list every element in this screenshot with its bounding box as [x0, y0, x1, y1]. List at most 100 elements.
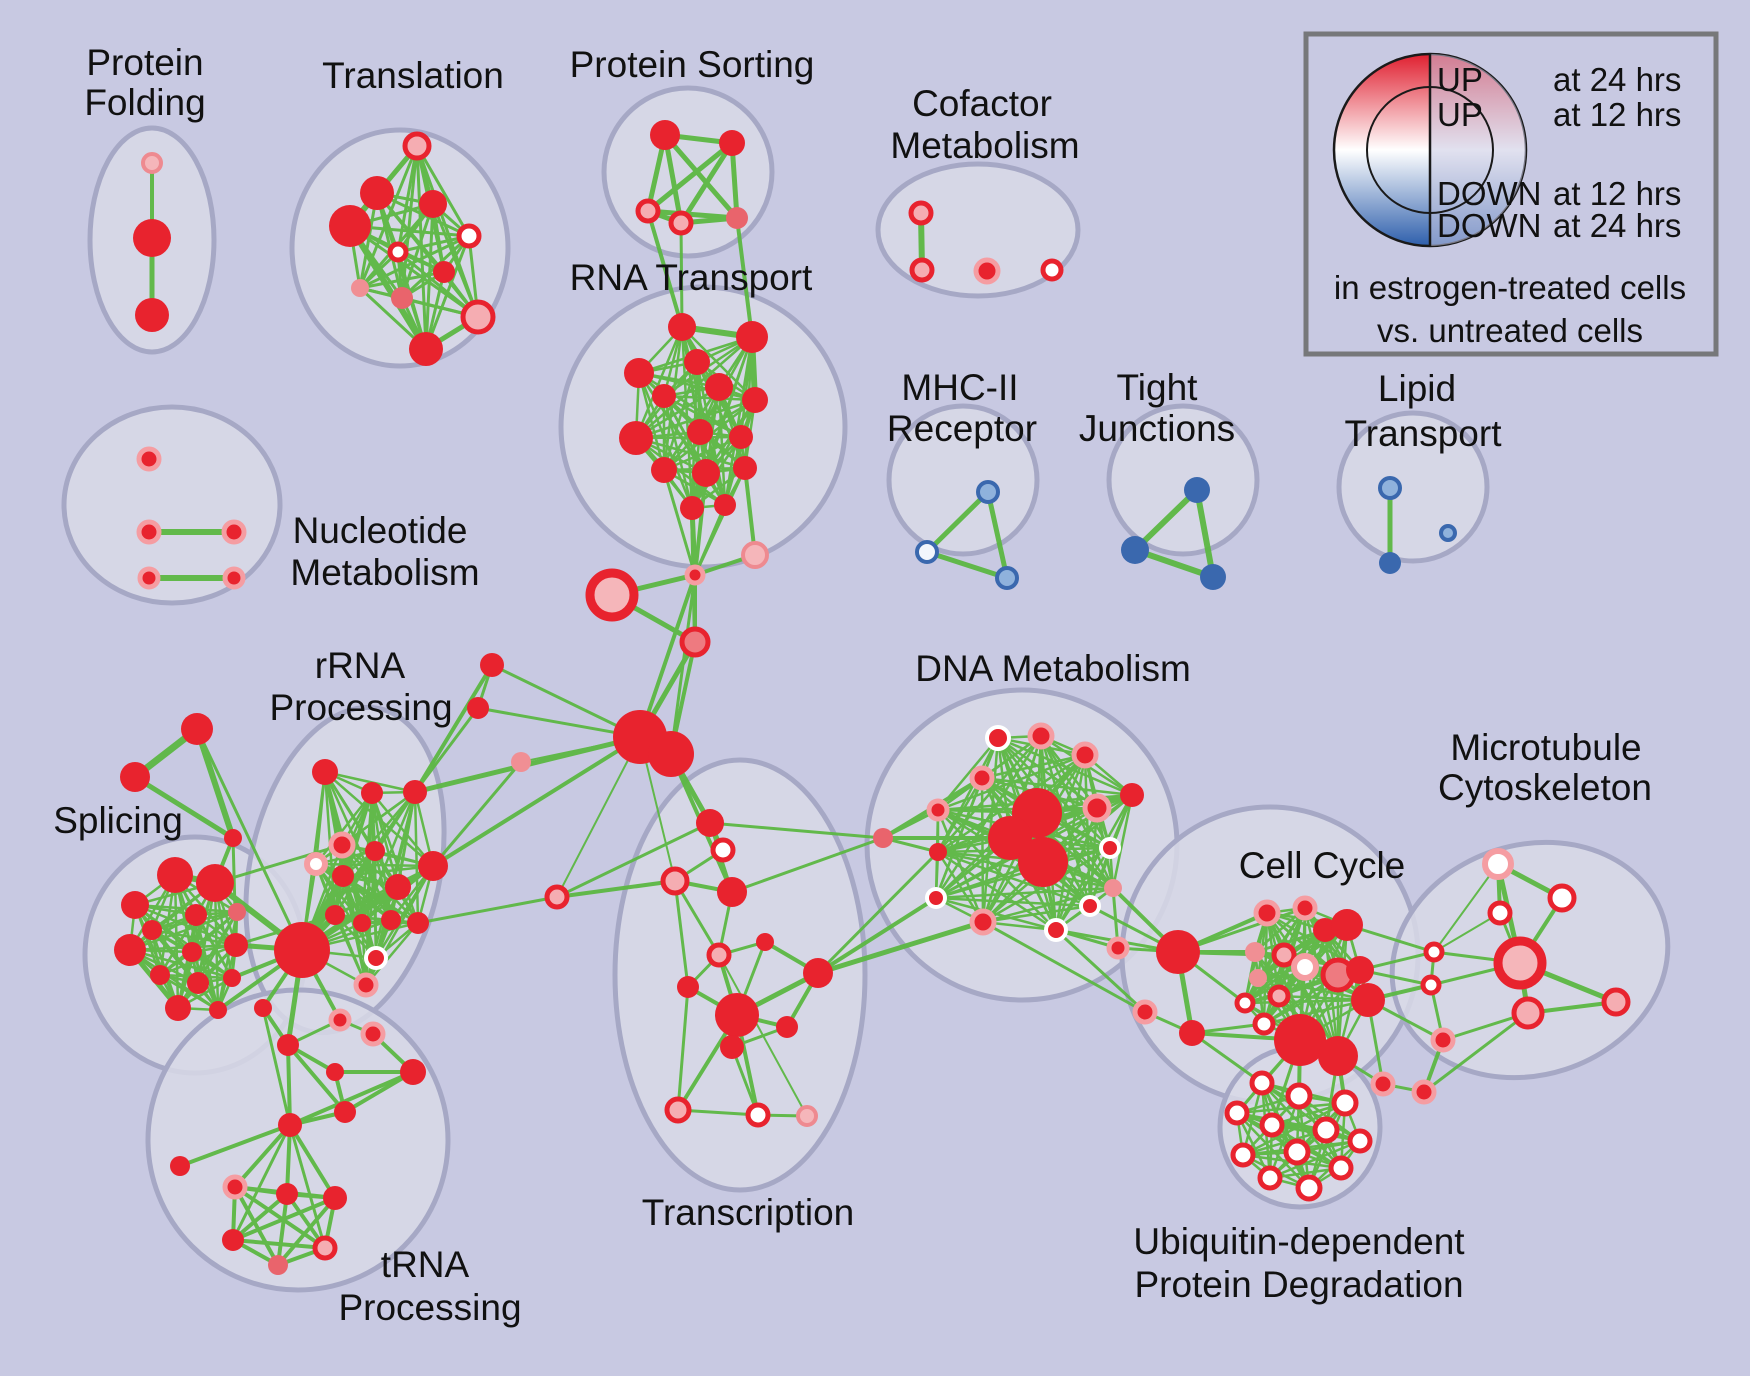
node-translation-3 [419, 190, 447, 218]
edge-rrna-processing [413, 790, 420, 925]
edge-translation [415, 144, 471, 238]
node-transcription-7 [803, 958, 833, 988]
node-splicing-triangle-1 [120, 762, 150, 792]
node-rrna-processing-3 [328, 831, 356, 859]
node-splicing-6 [114, 934, 146, 966]
node-lipid-transport-1 [1379, 552, 1401, 574]
node-rrna-processing-21 [400, 1059, 426, 1085]
cluster-label: Tight [1117, 367, 1199, 408]
node-translation-1 [360, 176, 394, 210]
edge-transcription [555, 821, 712, 899]
edge-dna-metabolism [980, 776, 1134, 797]
legend-direction: DOWN [1437, 207, 1541, 244]
edge-trna-processing [288, 1123, 337, 1200]
node-transcription-1 [710, 837, 736, 863]
edge-rna-transport [662, 435, 743, 472]
edge-dna-metabolism [1039, 734, 1112, 850]
node-central-corridor-1 [741, 541, 769, 569]
edge-link [416, 895, 559, 925]
cluster-lipid-transport [1336, 410, 1490, 564]
nodes-layer [114, 120, 1631, 1275]
edge-link [646, 209, 684, 329]
node-splicing-13 [209, 1001, 227, 1019]
node-splicing-8 [224, 933, 248, 957]
cluster-label: Processing [269, 687, 452, 728]
node-mhc-ii-receptor-1 [915, 540, 939, 564]
edge-ubiquitin-dependent-protein-degradation [1235, 1101, 1347, 1115]
node-rrna-processing-12 [407, 912, 429, 934]
edge-link [1190, 1031, 1264, 1085]
edge-splicing [133, 903, 239, 914]
node-cell-cycle-12 [1267, 984, 1291, 1008]
node-lipid-transport-2 [1439, 524, 1457, 542]
node-splicing-triangle-0 [181, 713, 213, 745]
node-ubiquitin-dependent-protein-degradation-3 [1224, 1100, 1250, 1126]
node-central-corridor-0 [684, 564, 706, 586]
edge-link [231, 836, 238, 947]
edge-dna-metabolism [936, 850, 985, 924]
node-rrna-processing-15 [274, 922, 330, 978]
edge-rrna-processing [370, 791, 435, 868]
edge-translation [358, 234, 471, 290]
node-cell-cycle-5 [1331, 909, 1363, 941]
cluster-label: DNA Metabolism [915, 648, 1191, 689]
node-dna-metabolism-14 [1044, 918, 1068, 942]
node-cell-cycle-11 [1249, 969, 1267, 987]
edge-splicing [150, 928, 238, 947]
node-cofactor-metabolism-3 [1040, 258, 1064, 282]
edge-link [693, 471, 708, 577]
edge-trna-processing [178, 1123, 292, 1168]
node-cell-cycle-2 [1253, 899, 1281, 927]
node-transcription-12 [745, 1102, 771, 1128]
node-cofactor-metabolism-0 [908, 200, 934, 226]
node-cofactor-metabolism-1 [909, 257, 935, 283]
node-rrna-processing-1 [361, 782, 383, 804]
node-rna-transport-10 [651, 457, 677, 483]
cluster-label: Splicing [53, 800, 183, 841]
edge-splicing [128, 948, 234, 980]
edge-dna-metabolism [996, 736, 1099, 810]
node-central-corridor-8 [511, 752, 531, 772]
cluster-label: rRNA [315, 645, 406, 686]
node-ubiquitin-dependent-protein-degradation-11 [1328, 1155, 1354, 1181]
node-splicing-9 [150, 965, 170, 985]
edge-rna-transport [723, 335, 754, 507]
node-splicing-7 [182, 942, 202, 962]
edge-rrna-processing [364, 921, 420, 987]
edge-protein-sorting [645, 140, 735, 214]
edge-translation [348, 224, 480, 319]
node-rrna-processing-8 [418, 851, 448, 881]
node-cell-cycle-13 [1234, 992, 1256, 1014]
node-protein-folding-0 [141, 152, 163, 174]
node-transcription-13 [796, 1105, 818, 1127]
node-dna-metabolism-1 [1027, 722, 1055, 750]
edge-trna-processing [276, 1196, 337, 1267]
edge-trna-processing [233, 1123, 292, 1189]
node-rrna-processing-10 [353, 914, 371, 932]
node-transcription-10 [720, 1035, 744, 1059]
cluster-label: Nucleotide [293, 510, 468, 551]
edge-link [815, 919, 986, 976]
cluster-label: Cytoskeleton [1438, 767, 1652, 808]
cluster-mhc-ii-receptor [886, 403, 1040, 557]
cluster-label: Junctions [1079, 408, 1235, 449]
edge-translation [358, 270, 446, 290]
node-translation-9 [460, 299, 496, 335]
node-trna-processing-6 [312, 1235, 338, 1261]
edge-translation [431, 202, 480, 319]
node-dna-metabolism-6 [1120, 783, 1144, 807]
node-tight-junctions-1 [1121, 536, 1149, 564]
node-dna-metabolism-3 [969, 765, 995, 791]
edge-link [708, 821, 885, 840]
cluster-label: tRNA [381, 1244, 470, 1285]
node-dna-metabolism-17 [873, 828, 893, 848]
node-splicing-10 [187, 972, 209, 994]
edge-splicing-triangle [132, 774, 236, 841]
node-cell-cycle-1 [1179, 1020, 1205, 1046]
node-ubiquitin-dependent-protein-degradation-7 [1230, 1142, 1256, 1168]
edge-link [662, 468, 697, 577]
edge-link [213, 843, 344, 885]
